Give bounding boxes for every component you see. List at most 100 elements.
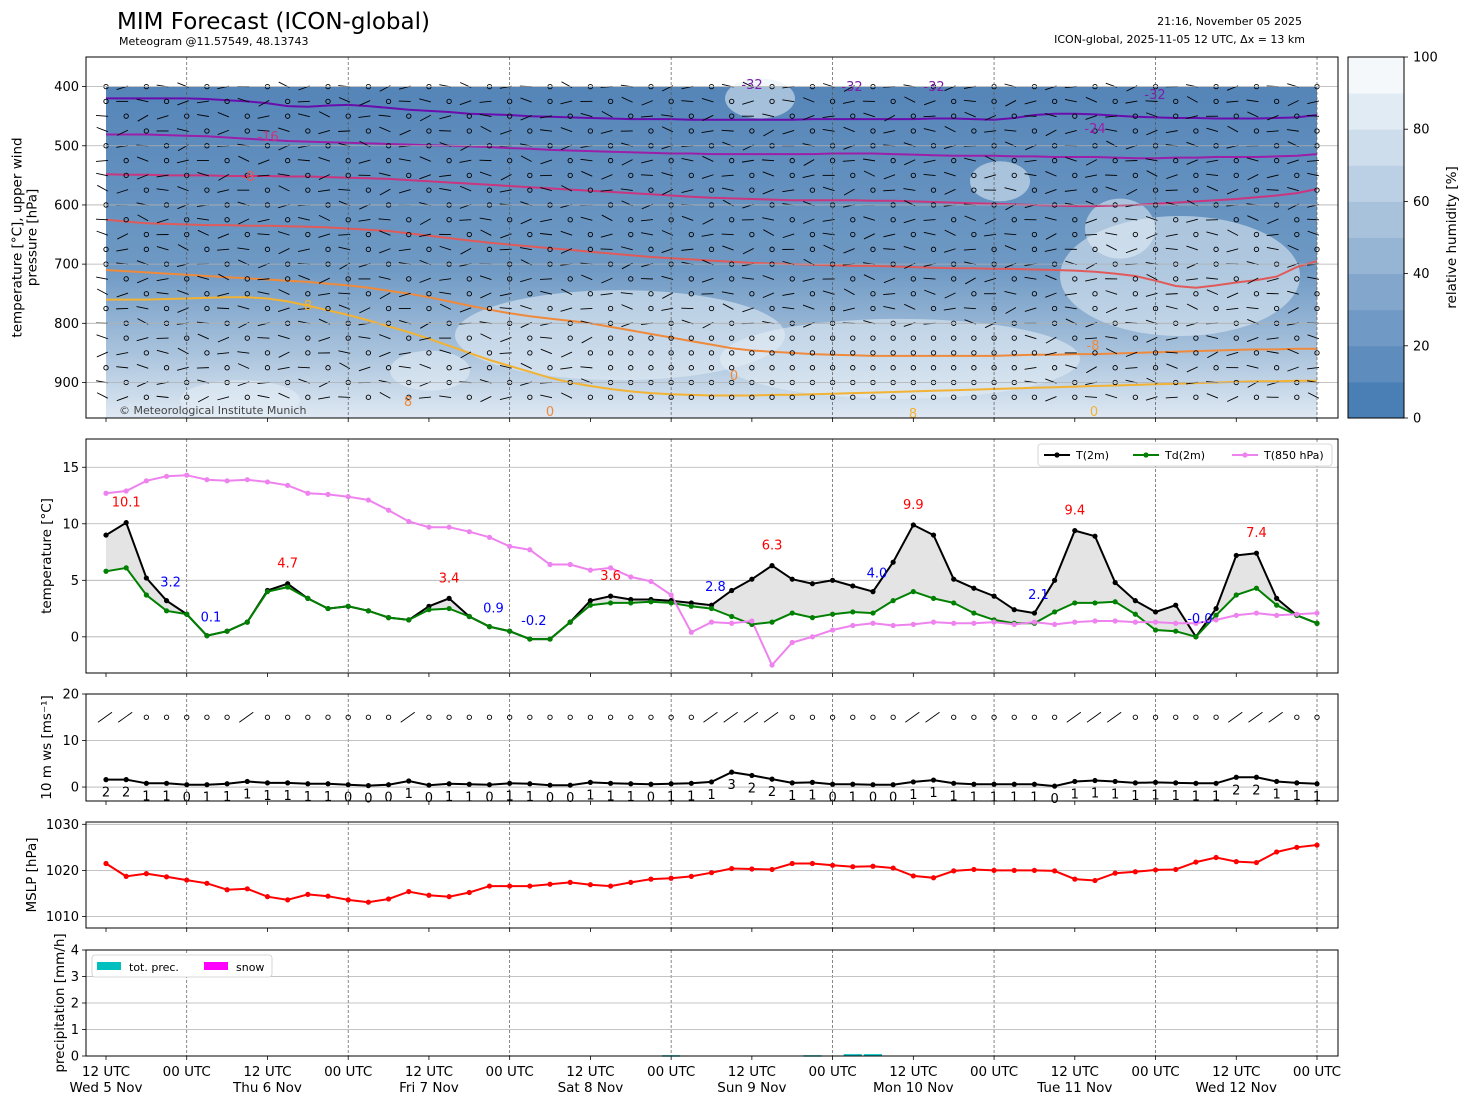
t850-point [891,623,896,628]
t2m-point [1274,596,1279,601]
t850-point [588,568,593,573]
tmin-label: 4.0 [867,567,888,582]
tmin-label: -0.2 [521,614,546,629]
td2m-point [931,596,936,601]
surface-wind-calm [1194,715,1198,719]
legend-label-td2m-line: Td(2m) [1164,449,1205,462]
surface-wind-barb [905,712,919,722]
t2m-point [790,577,795,582]
td2m-point [709,606,714,611]
wind-speed-value: 2 [768,785,776,800]
wind-speed-value: 1 [606,789,614,804]
tmax-label: 7.4 [1246,526,1267,541]
chart-title: MIM Forecast (ICON-global) [117,9,430,35]
t850-point [669,592,674,597]
surface-wind-calm [608,715,612,719]
precip-ytick-label: 3 [71,970,79,985]
td2m-point [467,614,472,619]
surface-wind-calm [427,715,431,719]
t2m-point [971,586,976,591]
wind-speed-value: 1 [1272,787,1280,802]
mslp-point [891,865,896,870]
time-tick-label: 12 UTC [243,1064,291,1080]
time-tick-label: 00 UTC [970,1064,1018,1080]
surface-wind-calm [366,715,370,719]
surface-wind-calm [144,715,148,719]
wind-speed-point [124,777,129,782]
wind-speed-value: 1 [788,789,796,804]
wind-speed-value: 0 [485,791,493,806]
wind-speed-point [285,780,290,785]
td2m-point [588,603,593,608]
wind-speed-point [689,781,694,786]
surface-wind-calm [467,715,471,719]
mslp-point [245,886,250,891]
mslp-point [1173,867,1178,872]
wind-barb [924,116,936,117]
wind-barb [722,234,734,235]
surface-wind-calm [629,715,633,719]
legend-label-t850-line: T(850 hPa) [1263,449,1324,462]
wind-speed-value: 1 [1010,790,1018,805]
t850-point [951,621,956,626]
t850-point [749,618,754,623]
mslp-point [830,863,835,868]
td2m-point [568,620,573,625]
mslp-point [285,897,290,902]
t850-point [547,562,552,567]
mslp-point [729,866,734,871]
isotherm-label: -8 [242,170,255,185]
wind-speed-point [648,782,653,787]
legend-label-t2m-line: T(2m) [1075,449,1109,462]
wind-speed-point [204,782,209,787]
surface-wind-barb [239,712,253,722]
surface-wind-calm [871,715,875,719]
tmax-label: 10.1 [112,496,141,511]
temperature-ylabel-line: temperature [°C] [39,498,55,614]
surface-wind-barb [118,712,132,722]
surface-wind-calm [810,715,814,719]
td2m-point [426,607,431,612]
wind-speed-value: 2 [1252,783,1260,798]
wind-barb [580,308,592,309]
temperature-ylabel: temperature [°C] [39,498,55,614]
surface-wind-calm [548,715,552,719]
td2m-point [608,600,613,605]
tmax-label: 4.7 [277,557,298,572]
t2m-point [1032,610,1037,615]
wind-ytick-label: 10 [62,734,79,749]
wind-speed-value: 1 [990,790,998,805]
t850-point [1153,620,1158,625]
surface-wind-barb [1269,712,1283,722]
mslp-point [991,868,996,873]
mslp-point [265,894,270,899]
wind-speed-point [1314,781,1319,786]
wind-speed-point [1052,784,1057,789]
wind-barb [96,219,108,220]
wind-speed-point [164,781,169,786]
mslp-point [1092,878,1097,883]
mslp-point [1153,867,1158,872]
upper-air-ylabel-line: pressure [hPa] [25,189,41,287]
time-tick-label: 12 UTC [1212,1064,1260,1080]
t850-point [689,630,694,635]
surface-wind-calm [851,715,855,719]
mslp-ylabel-line: MSLP [hPa] [24,837,40,912]
isotherm-label: -32 [741,78,762,93]
t850-point [1314,610,1319,615]
precip-legend: tot. prec.snow [92,955,272,977]
upper-air-ytick-label: 600 [54,198,79,213]
tmax-label: 9.9 [903,498,924,513]
wind-speed-point [669,781,674,786]
precip-ylabel: precipitation [mm/h] [52,933,68,1072]
upper-air-ylabel-line: temperature [°C], upper wind [10,137,26,337]
t2m-point [769,563,774,568]
t850-point [1254,610,1259,615]
wind-speed-value: 1 [203,791,211,806]
mslp-point [971,867,976,872]
wind-speed-point [568,783,573,788]
colorbar-label-group: relative humidity [%] [1444,166,1460,308]
wind-speed-value: 1 [1293,789,1301,804]
mslp-ytick-label: 1030 [46,818,79,833]
temperature-frame [86,439,1338,673]
